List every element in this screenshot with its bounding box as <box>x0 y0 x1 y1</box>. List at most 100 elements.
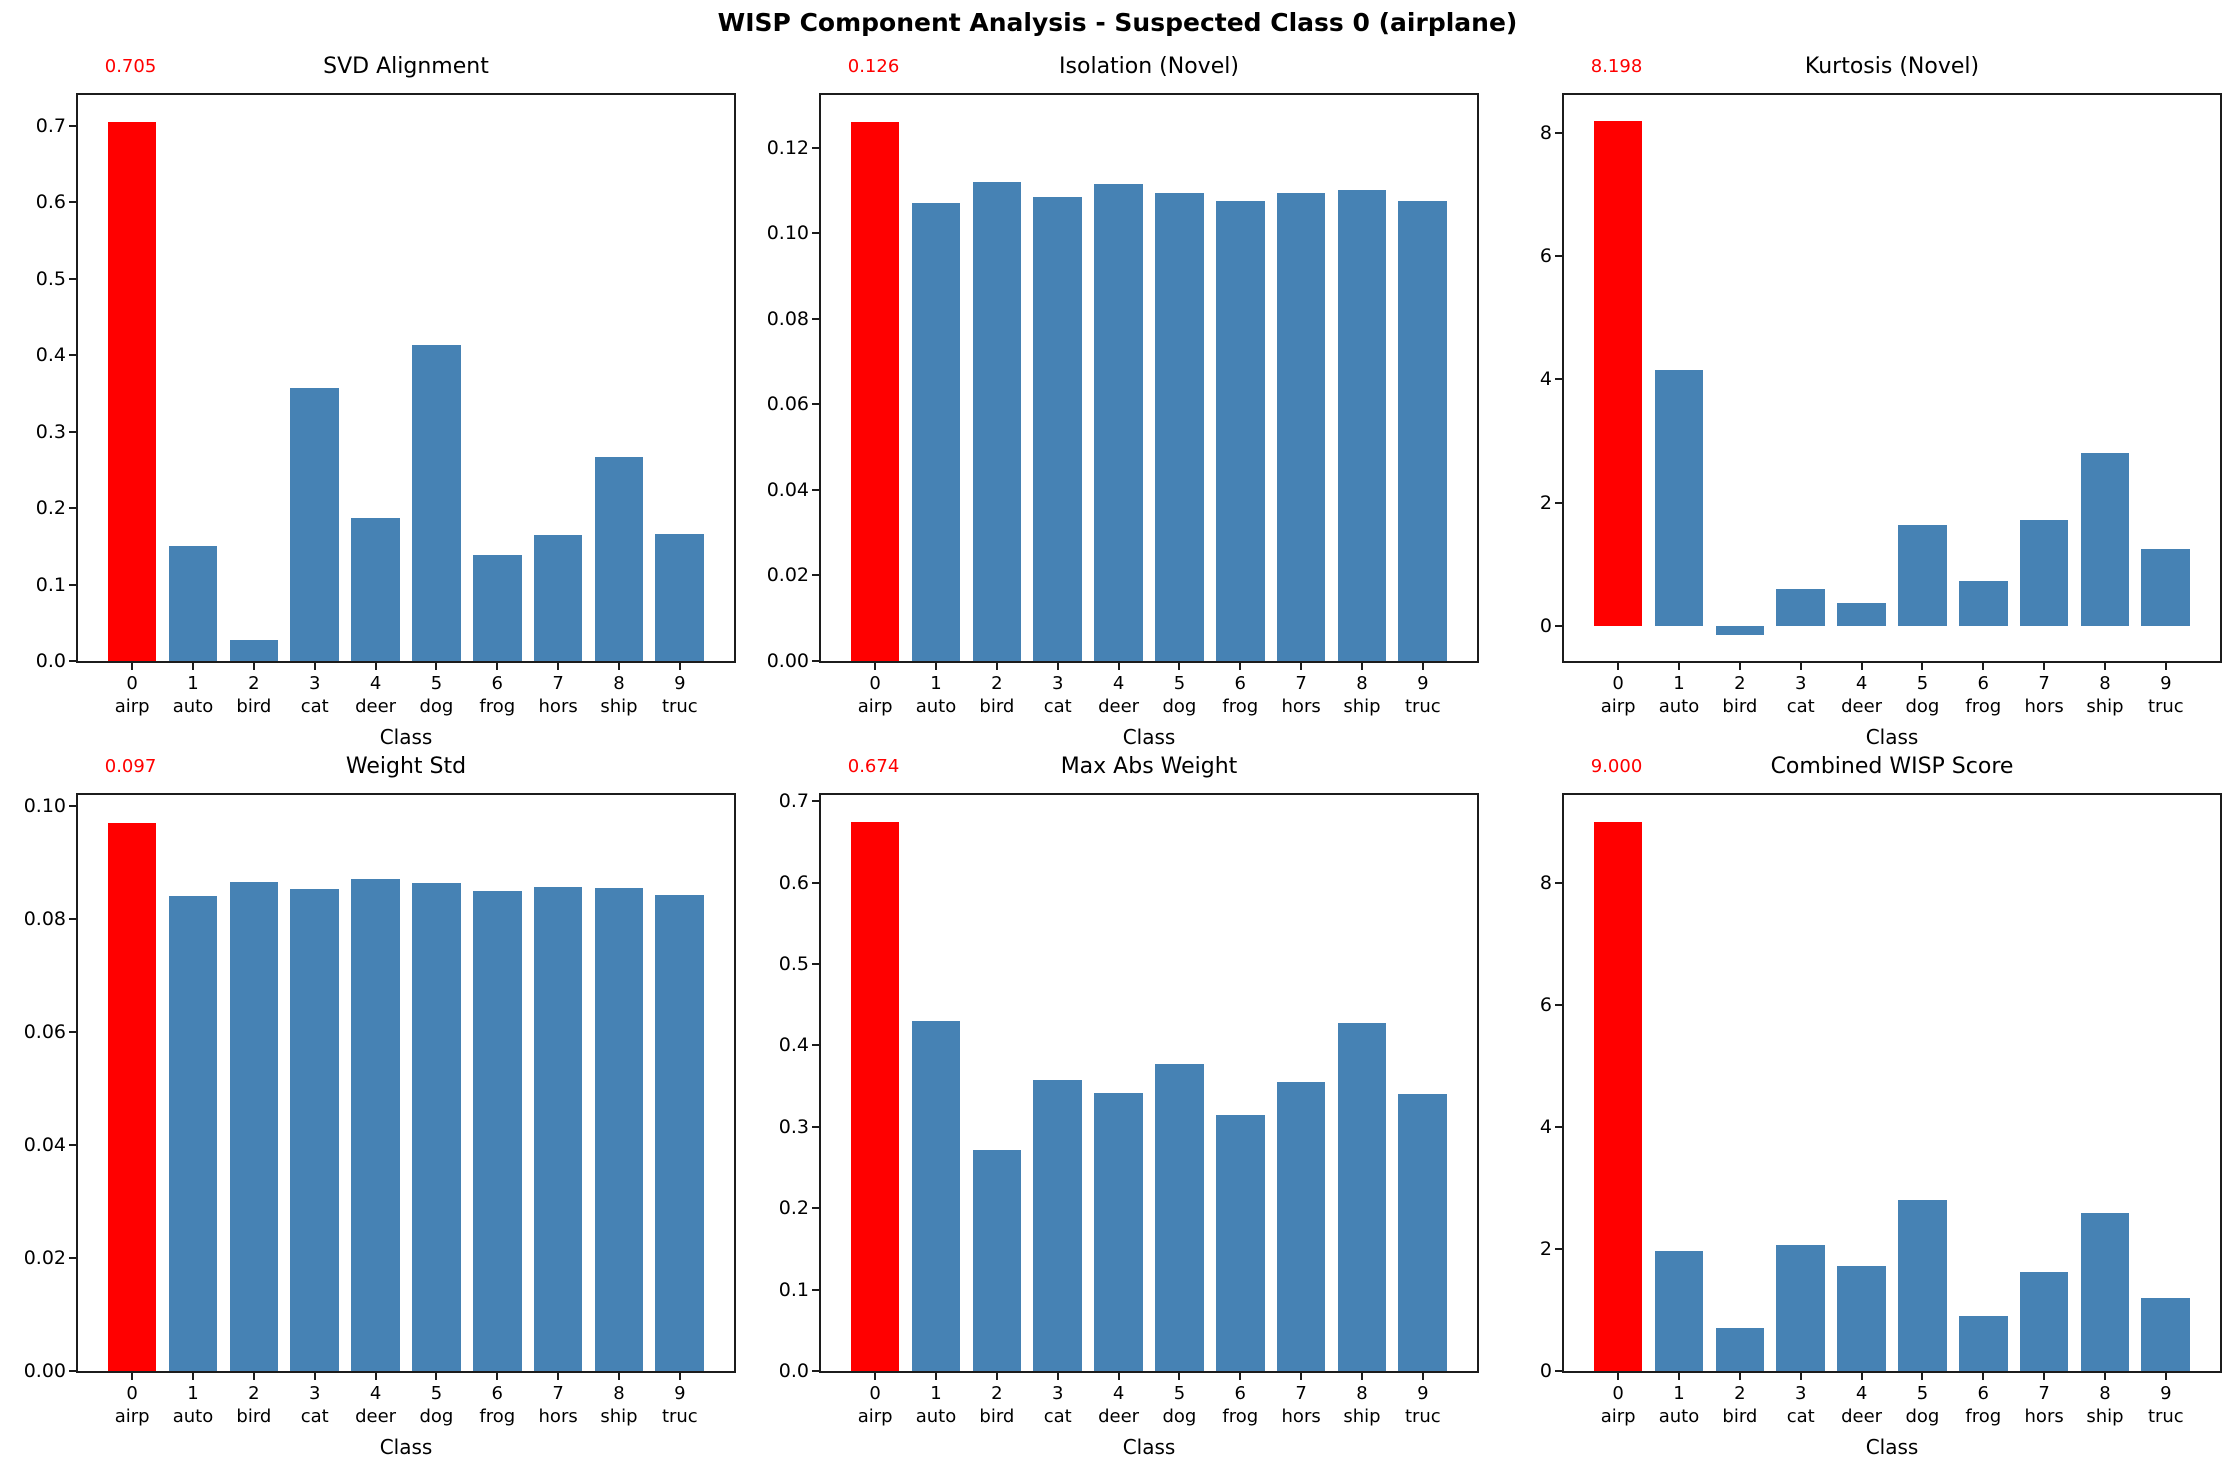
x-tick-label: 2 bird <box>979 1383 1015 1427</box>
y-tick-label: 0.06 <box>766 393 809 416</box>
x-tick-label: 4 deer <box>1841 673 1883 717</box>
y-tick-label: 0.04 <box>23 1133 66 1156</box>
x-tick-mark <box>1738 663 1741 670</box>
bar-bird <box>1715 625 1765 636</box>
x-tick-label: 1 auto <box>1658 673 1700 717</box>
x-axis-label: Class <box>1865 1435 1919 1459</box>
x-tick-label: 5 dog <box>1162 1383 1197 1427</box>
bar-deer <box>351 517 400 661</box>
y-tick-mark <box>812 963 819 966</box>
y-tick-mark <box>812 881 819 884</box>
bar-deer <box>1094 1093 1143 1371</box>
bar-frog <box>1958 1316 2008 1371</box>
y-tick-mark <box>812 232 819 235</box>
y-tick-mark <box>1555 378 1562 381</box>
y-tick-label: 0.6 <box>35 191 66 214</box>
x-tick-mark <box>1860 1373 1863 1380</box>
x-tick-label: 7 hors <box>538 1383 578 1427</box>
x-tick-mark <box>1056 1373 1059 1380</box>
x-tick-label: 4 deer <box>355 1383 397 1427</box>
y-tick-label: 2 <box>1539 491 1552 514</box>
x-tick-label: 1 auto <box>172 673 214 717</box>
bar-dog <box>1155 1064 1204 1371</box>
bar-auto <box>168 546 218 661</box>
y-tick-label: 0.10 <box>23 794 66 817</box>
bar-bird <box>1715 1328 1765 1371</box>
x-tick-label: 0 airp <box>1600 673 1636 717</box>
x-axis-label: Class <box>1865 725 1919 749</box>
x-tick-mark <box>131 1373 134 1380</box>
y-tick-mark <box>812 403 819 406</box>
bar-frog <box>472 891 522 1371</box>
bar-deer <box>351 878 400 1371</box>
x-tick-label: 4 deer <box>355 673 397 717</box>
y-tick-mark <box>69 1370 76 1372</box>
y-tick-mark <box>69 804 76 807</box>
bar-ship <box>594 888 644 1371</box>
x-tick-mark <box>374 663 377 670</box>
x-tick-label: 7 hors <box>2024 1383 2064 1427</box>
x-tick-mark <box>1921 663 1924 670</box>
y-tick-label: 0.3 <box>778 1115 809 1138</box>
y-tick-label: 0.1 <box>778 1278 809 1301</box>
chart-title: Weight Std <box>345 754 467 779</box>
x-tick-mark <box>617 1373 620 1380</box>
x-tick-label: 9 truc <box>2147 673 2184 717</box>
y-tick-label: 0.00 <box>766 650 809 672</box>
y-tick-label: 0.2 <box>35 497 66 520</box>
bar-auto <box>911 203 961 661</box>
x-tick-label: 3 cat <box>1043 673 1072 717</box>
x-tick-label: 5 dog <box>1905 673 1940 717</box>
x-tick-mark <box>2043 1373 2046 1380</box>
bar-truc <box>655 534 705 661</box>
x-tick-label: 2 bird <box>1722 673 1758 717</box>
x-tick-mark <box>1799 663 1802 670</box>
x-tick-mark <box>496 663 499 670</box>
bar-auto <box>911 1021 961 1371</box>
x-tick-mark <box>374 1373 377 1380</box>
x-tick-mark <box>1178 663 1181 670</box>
figure-title: WISP Component Analysis - Suspected Clas… <box>717 8 1518 37</box>
bar-bird <box>972 1150 1022 1371</box>
y-tick-mark <box>812 574 819 577</box>
y-tick-mark <box>1555 624 1562 627</box>
x-tick-mark <box>313 1373 316 1380</box>
chart-title: Max Abs Weight <box>1060 754 1238 779</box>
bar-auto <box>1654 370 1704 626</box>
x-tick-label: 1 auto <box>172 1383 214 1427</box>
bar-deer <box>1837 1266 1886 1371</box>
x-tick-label: 5 dog <box>419 673 454 717</box>
x-tick-label: 9 truc <box>2147 1383 2184 1427</box>
y-tick-label: 0.10 <box>766 222 809 245</box>
x-tick-mark <box>1982 1373 1985 1380</box>
bar-dog <box>1898 525 1947 626</box>
y-tick-mark <box>1555 882 1562 885</box>
highlight-value-annotation: 8.198 <box>1590 56 1643 77</box>
x-tick-mark <box>1360 1373 1363 1380</box>
y-tick-mark <box>69 917 76 920</box>
bar-bird <box>229 640 279 661</box>
x-tick-mark <box>1117 663 1120 670</box>
x-tick-mark <box>2043 663 2046 670</box>
x-tick-mark <box>1178 1373 1181 1380</box>
x-tick-label: 9 truc <box>661 673 698 717</box>
bar-ship <box>2080 1212 2130 1371</box>
x-tick-label: 6 frog <box>1965 1383 2002 1427</box>
x-tick-label: 3 cat <box>300 1383 329 1427</box>
x-tick-mark <box>2103 1373 2106 1380</box>
bar-dog <box>1155 192 1204 661</box>
x-tick-mark <box>1617 663 1620 670</box>
x-tick-label: 6 frog <box>479 1383 516 1427</box>
plot-area: 0 airp 1 auto 2 bird 3 cat 4 deer 5 dog 6 frog 7 hors 8 s… <box>1540 793 2222 1427</box>
x-tick-mark <box>1239 663 1242 670</box>
x-axis-label: Class <box>1122 1435 1176 1459</box>
x-tick-mark <box>1117 1373 1120 1380</box>
x-tick-label: 6 frog <box>1222 1383 1259 1427</box>
bar-deer <box>1837 602 1886 626</box>
y-tick-label: 0.04 <box>766 478 809 501</box>
bar-cat <box>1033 196 1083 661</box>
x-tick-label: 9 truc <box>661 1383 698 1427</box>
y-tick-label: 0.02 <box>766 564 809 587</box>
x-tick-label: 8 ship <box>600 1383 638 1427</box>
